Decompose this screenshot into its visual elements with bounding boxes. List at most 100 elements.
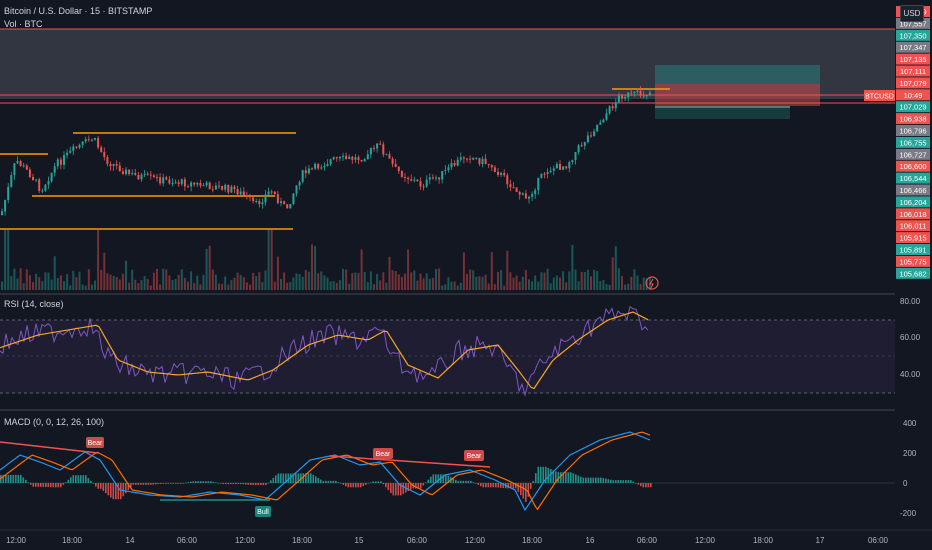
- macd-histogram-bar: [442, 474, 445, 483]
- macd-histogram-bar: [422, 483, 425, 486]
- volume-bar: [518, 281, 521, 290]
- candle-body: [190, 182, 193, 187]
- candle-body: [121, 171, 124, 175]
- macd-histogram-bar: [225, 483, 227, 485]
- macd-pane[interactable]: Bear Bear Bear Bull: [0, 431, 895, 517]
- candle-body: [543, 173, 546, 175]
- candle-body: [298, 181, 301, 186]
- macd-histogram-bar: [35, 483, 37, 487]
- volume-bar: [233, 277, 236, 290]
- price-tag: [896, 208, 930, 220]
- volume-bar: [431, 277, 434, 290]
- candle-body: [490, 164, 493, 168]
- macd-histogram-bar: [67, 479, 70, 483]
- candle-body: [7, 186, 10, 201]
- time-axis[interactable]: 12:00 18:00 14 06:00 12:00 18:00 15 06:00 12:00 1…: [0, 529, 932, 545]
- macd-histogram-bar: [270, 480, 272, 483]
- macd-histogram-bar: [155, 483, 157, 485]
- macd-histogram-bar: [60, 483, 62, 488]
- candle-body: [301, 170, 304, 182]
- price-tag: [896, 244, 930, 255]
- candle-body: [596, 124, 599, 132]
- price-tag-label: 107,111: [900, 67, 926, 76]
- macd-histogram-bar: [277, 473, 280, 483]
- volume-bar: [332, 281, 335, 290]
- volume-bar: [397, 274, 400, 290]
- volume-bar: [633, 269, 636, 290]
- macd-histogram-bar: [165, 483, 167, 484]
- candle-body: [391, 158, 394, 164]
- symbol-title[interactable]: Bitcoin / U.S. Dollar · 15 · BITSTAMP: [4, 6, 153, 16]
- time-label: 12:00: [235, 536, 256, 545]
- candle-body: [444, 169, 447, 172]
- candle-body: [56, 159, 59, 167]
- macd-histogram-bar: [432, 474, 435, 483]
- macd-histogram-bar: [147, 483, 150, 485]
- candle-body: [583, 142, 586, 146]
- replay-icon[interactable]: [645, 276, 659, 290]
- macd-histogram-bar: [245, 483, 247, 485]
- macd-histogram-bar: [557, 472, 560, 483]
- volume-bar: [13, 268, 16, 290]
- candle-body: [47, 181, 50, 185]
- volume-bar: [630, 277, 633, 290]
- macd-histogram-bar: [227, 483, 230, 485]
- svg-text:Bear: Bear: [467, 453, 482, 460]
- volume-bar: [50, 279, 53, 290]
- volume-label[interactable]: Vol · BTC: [4, 19, 43, 29]
- volume-bar: [419, 273, 422, 290]
- macd-histogram-bar: [17, 474, 20, 483]
- price-tag: [896, 232, 930, 244]
- volume-bar: [69, 285, 72, 290]
- candle-body: [118, 165, 121, 172]
- candle-body: [25, 165, 28, 170]
- time-label: 18:00: [753, 536, 774, 545]
- volume-bar: [252, 272, 255, 290]
- volume-bar: [363, 271, 366, 290]
- candle-body: [149, 174, 152, 176]
- currency-button[interactable]: USD: [900, 5, 924, 22]
- volume-bar: [546, 268, 549, 290]
- macd-histogram-bar: [617, 480, 620, 483]
- macd-histogram-bar: [575, 474, 577, 483]
- price-pane[interactable]: [0, 28, 895, 290]
- candle-body: [382, 144, 385, 155]
- candle-body: [611, 106, 614, 109]
- macd-histogram-bar: [465, 480, 467, 483]
- time-label: 12:00: [695, 536, 716, 545]
- volume-bar: [289, 281, 292, 290]
- candle-body: [103, 152, 106, 158]
- candle-body: [32, 176, 34, 181]
- price-tag-label: 106,755: [899, 138, 926, 147]
- candle-body: [224, 184, 227, 190]
- candle-body: [131, 173, 134, 175]
- candle-body: [363, 159, 366, 162]
- volume-bar: [515, 275, 518, 290]
- candle-body: [360, 159, 363, 162]
- macd-label[interactable]: MACD (0, 0, 12, 26, 100): [4, 417, 105, 427]
- price-axis[interactable]: 107,389107,557107,350107,347107,135107,1…: [864, 0, 932, 550]
- rsi-pane[interactable]: [0, 305, 895, 397]
- volume-bar: [506, 250, 509, 290]
- price-tag: [896, 160, 930, 172]
- macd-histogram-bar: [537, 466, 540, 483]
- macd-histogram-bar: [637, 483, 640, 485]
- candle-body: [69, 150, 72, 153]
- macd-histogram-bar: [382, 483, 385, 485]
- candle-body: [422, 186, 425, 188]
- macd-histogram-bar: [72, 475, 75, 483]
- macd-histogram-bar: [272, 477, 275, 483]
- macd-histogram-bar: [107, 483, 110, 496]
- candle-body: [202, 185, 205, 187]
- volume-bar: [317, 273, 320, 290]
- candle-body: [394, 163, 397, 167]
- bull-marker: Bull: [255, 506, 271, 517]
- volume-bar: [602, 279, 605, 290]
- volume-bar: [183, 278, 186, 290]
- volume-bar: [435, 269, 437, 290]
- rsi-label[interactable]: RSI (14, close): [4, 299, 64, 309]
- volume-bar: [143, 276, 146, 290]
- candle-body: [183, 179, 186, 187]
- candle-body: [345, 155, 348, 160]
